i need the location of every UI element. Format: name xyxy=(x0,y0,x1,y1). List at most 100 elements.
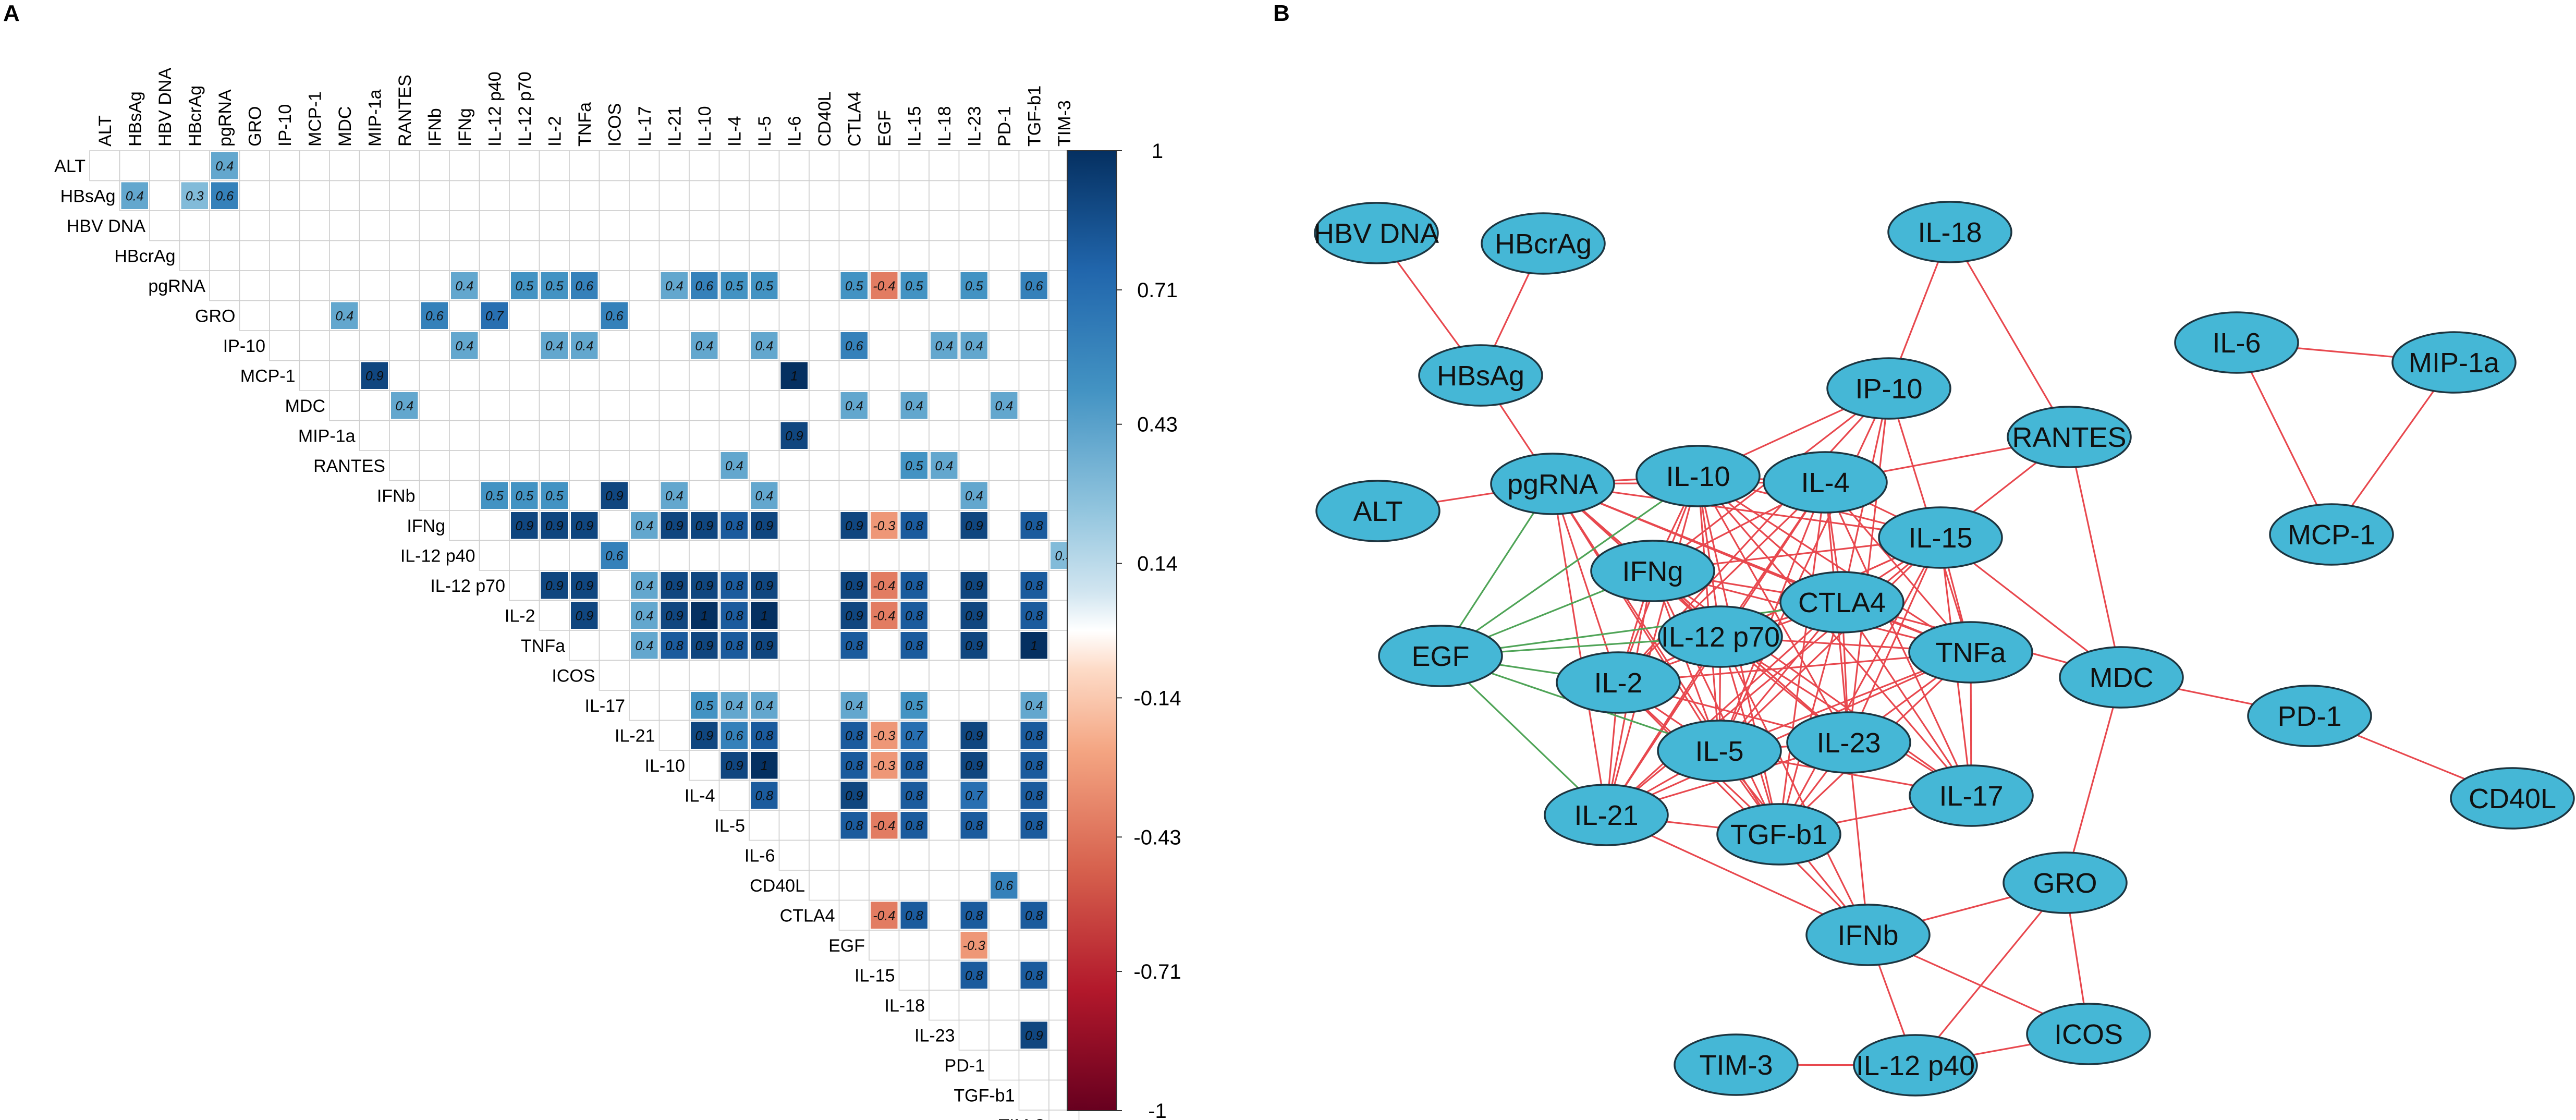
heatmap-cell-mdc-pd-1 xyxy=(991,392,1018,419)
grid-cell xyxy=(809,870,840,901)
node-ctla4[interactable]: CTLA4 xyxy=(1779,571,1904,634)
node-ellipse[interactable] xyxy=(1887,201,2012,263)
grid-cell xyxy=(838,660,870,691)
node-il-12-p40[interactable]: IL-12 p40 xyxy=(1853,1034,1978,1097)
node-ellipse[interactable] xyxy=(1315,480,1440,542)
node-mcp-1[interactable]: MCP-1 xyxy=(2269,503,2394,566)
node-icos[interactable]: ICOS xyxy=(2026,1003,2151,1065)
edge-il-4-tgf-b1 xyxy=(1778,482,1826,835)
node-pgrna[interactable]: pgRNA xyxy=(1490,453,1615,515)
node-ellipse[interactable] xyxy=(1378,625,1503,687)
node-ellipse[interactable] xyxy=(1716,803,1841,866)
node-tgf-b1[interactable]: TGF-b1 xyxy=(1716,803,1841,866)
cell-value-label: 0.9 xyxy=(605,489,624,503)
node-tim-3[interactable]: TIM-3 xyxy=(1674,1033,1799,1096)
grid-cell xyxy=(809,420,840,451)
node-hbsag[interactable]: HBsAg xyxy=(1418,344,1543,407)
node-ellipse[interactable] xyxy=(1878,506,2003,569)
node-cd40l[interactable]: CD40L xyxy=(2450,767,2575,830)
node-il-12-p70[interactable]: IL-12 p70 xyxy=(1658,605,1783,668)
grid-cell xyxy=(809,180,840,211)
node-gro[interactable]: GRO xyxy=(2003,851,2128,914)
node-tnfa[interactable]: TNFa xyxy=(1908,621,2033,684)
node-ellipse[interactable] xyxy=(1779,571,1904,634)
node-ellipse[interactable] xyxy=(2003,851,2128,914)
heatmap-cell-il-10-il-15 xyxy=(900,752,927,779)
node-il-18[interactable]: IL-18 xyxy=(1887,201,2012,263)
node-il-2[interactable]: IL-2 xyxy=(1556,651,1681,714)
node-il-10[interactable]: IL-10 xyxy=(1635,445,1761,507)
node-ellipse[interactable] xyxy=(1909,764,2034,827)
node-alt[interactable]: ALT xyxy=(1315,480,1440,542)
row-label-egf: EGF xyxy=(828,936,865,956)
node-egf[interactable]: EGF xyxy=(1378,625,1503,687)
heatmap-cell-tnfa-il-4 xyxy=(721,632,748,659)
grid-cell xyxy=(958,300,990,331)
node-ellipse[interactable] xyxy=(2450,767,2575,830)
grid-cell xyxy=(869,540,900,571)
node-ifnb[interactable]: IFNb xyxy=(1805,904,1931,966)
grid-cell xyxy=(689,660,720,691)
grid-cell xyxy=(718,660,750,691)
node-ellipse[interactable] xyxy=(1544,784,1669,846)
node-ellipse[interactable] xyxy=(1657,720,1782,782)
node-ellipse[interactable] xyxy=(1826,357,1951,420)
node-ellipse[interactable] xyxy=(1763,451,1888,514)
node-ellipse[interactable] xyxy=(1805,904,1931,966)
grid-cell xyxy=(299,240,330,271)
cell-value-label: 0.9 xyxy=(755,579,773,593)
node-hbv-dna[interactable]: HBV DNA xyxy=(1314,202,1439,264)
grid-cell xyxy=(718,390,750,421)
node-ellipse[interactable] xyxy=(2391,331,2517,394)
node-ellipse[interactable] xyxy=(1908,621,2033,684)
node-ellipse[interactable] xyxy=(2059,646,2184,709)
node-ellipse[interactable] xyxy=(1481,212,1606,275)
node-il-4[interactable]: IL-4 xyxy=(1763,451,1888,514)
node-label: TIM-3 xyxy=(1700,1050,1773,1081)
cell-value-label: 0.9 xyxy=(845,788,863,803)
node-hbcrag[interactable]: HBcrAg xyxy=(1481,212,1606,275)
node-mdc[interactable]: MDC xyxy=(2059,646,2184,709)
grid-cell xyxy=(749,810,780,841)
node-pd-1[interactable]: PD-1 xyxy=(2247,685,2372,747)
node-mip-1a[interactable]: MIP-1a xyxy=(2391,331,2517,394)
grid-cell xyxy=(329,270,360,301)
node-ellipse[interactable] xyxy=(1853,1034,1978,1097)
node-il-6[interactable]: IL-6 xyxy=(2174,311,2299,374)
node-ellipse[interactable] xyxy=(1556,651,1681,714)
node-il-23[interactable]: IL-23 xyxy=(1786,711,1911,774)
node-ellipse[interactable] xyxy=(2174,311,2299,374)
edge-ifnb-il-23 xyxy=(1848,742,1869,935)
node-il-5[interactable]: IL-5 xyxy=(1657,720,1782,782)
node-ellipse[interactable] xyxy=(1590,540,1715,602)
node-il-21[interactable]: IL-21 xyxy=(1544,784,1669,846)
grid-cell xyxy=(988,450,1020,481)
heatmap-cell-il-5-il-15 xyxy=(900,812,927,839)
heatmap-cell-mdc-ctla4 xyxy=(840,392,868,419)
node-ellipse[interactable] xyxy=(2026,1003,2151,1065)
node-ip-10[interactable]: IP-10 xyxy=(1826,357,1951,420)
node-ellipse[interactable] xyxy=(1418,344,1543,407)
node-ellipse[interactable] xyxy=(1490,453,1615,515)
node-ellipse[interactable] xyxy=(1674,1033,1799,1096)
node-ellipse[interactable] xyxy=(1658,605,1783,668)
grid-cell xyxy=(239,150,270,181)
grid-cell xyxy=(449,390,480,421)
node-ellipse[interactable] xyxy=(1314,202,1439,264)
grid-cell xyxy=(269,300,300,331)
node-label: IL-6 xyxy=(2212,327,2261,359)
node-ellipse[interactable] xyxy=(2269,503,2394,566)
node-il-15[interactable]: IL-15 xyxy=(1878,506,2003,569)
node-rantes[interactable]: RANTES xyxy=(2007,406,2132,468)
node-ellipse[interactable] xyxy=(1786,711,1911,774)
cell-value-label: 0.5 xyxy=(515,489,533,503)
column-label-hbsag: HBsAg xyxy=(125,91,145,147)
node-ifng[interactable]: IFNg xyxy=(1590,540,1715,602)
node-ellipse[interactable] xyxy=(2007,406,2132,468)
grid-cell xyxy=(449,510,480,541)
node-ellipse[interactable] xyxy=(1635,445,1761,507)
grid-cell xyxy=(809,839,840,871)
node-ellipse[interactable] xyxy=(2247,685,2372,747)
heatmap-cell-il-5-il-23 xyxy=(960,812,987,839)
node-il-17[interactable]: IL-17 xyxy=(1909,764,2034,827)
